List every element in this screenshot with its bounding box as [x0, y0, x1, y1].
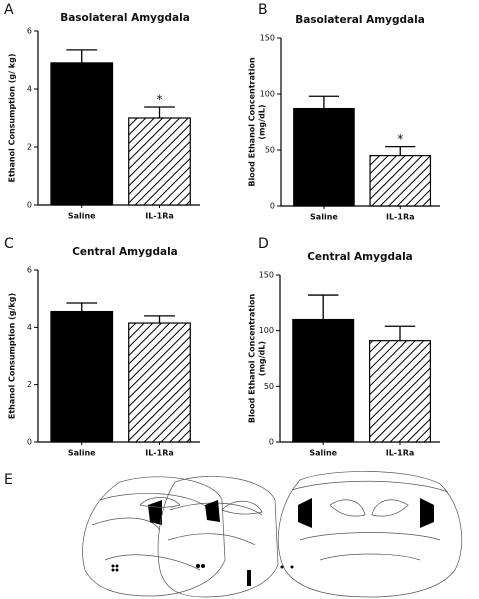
- y-axis-label: Blood Ethanol Concentration: [248, 57, 257, 187]
- y-tick-label: 50: [265, 146, 275, 155]
- significance-label: *: [397, 132, 403, 146]
- y-tick-label: 50: [264, 382, 274, 391]
- y-tick-label: 4: [27, 85, 32, 94]
- y-tick-label: 0: [270, 202, 275, 211]
- panel-label: D: [258, 236, 269, 252]
- y-tick-label: 0: [27, 438, 32, 447]
- brain-sections: [82, 471, 463, 598]
- y-axis-label: Blood Ethanol Concentration: [248, 294, 257, 424]
- bar: [50, 62, 114, 206]
- y-tick-label: 6: [27, 266, 32, 275]
- y-axis-label: (mg/dL): [258, 341, 267, 376]
- y-axis-label: Ethanol Consumption (g/kg): [8, 293, 17, 419]
- bar: [50, 310, 114, 443]
- chart-title: Basolateral Amygdala: [295, 14, 425, 26]
- bar: [369, 340, 432, 443]
- chart-title: Central Amygdala: [72, 246, 178, 258]
- y-axis-label: Ethanol Consumption (g/ kg): [8, 53, 17, 182]
- bar: [128, 117, 191, 206]
- x-tick-label: Saline: [68, 449, 96, 458]
- panel-label: B: [258, 2, 268, 18]
- x-tick-label: IL-1Ra: [145, 449, 174, 458]
- chart-title: Central Amygdala: [307, 251, 413, 263]
- bar: [128, 322, 191, 443]
- y-tick-label: 100: [259, 326, 274, 335]
- y-tick-label: 100: [260, 90, 275, 99]
- y-axis-label: (mg/dL): [258, 104, 267, 139]
- panel-label: E: [4, 472, 13, 488]
- panel-label: A: [4, 2, 14, 18]
- y-tick-label: 2: [27, 143, 32, 152]
- panel-label: C: [4, 236, 14, 252]
- y-tick-label: 150: [260, 34, 275, 43]
- x-tick-label: Saline: [68, 212, 96, 221]
- y-tick-label: 150: [259, 271, 274, 280]
- y-tick-label: 2: [27, 380, 32, 389]
- x-tick-label: IL-1Ra: [386, 449, 415, 458]
- chart-title: Basolateral Amygdala: [60, 12, 190, 24]
- x-tick-label: IL-1Ra: [145, 212, 174, 221]
- significance-label: *: [157, 92, 163, 106]
- x-tick-label: Saline: [309, 449, 337, 458]
- y-tick-label: 0: [269, 438, 274, 447]
- y-tick-label: 6: [27, 27, 32, 36]
- x-tick-label: Saline: [310, 213, 338, 222]
- y-tick-label: 4: [27, 323, 32, 332]
- bar: [369, 155, 432, 207]
- bar: [293, 107, 355, 207]
- y-tick-label: 0: [27, 201, 32, 210]
- bar: [292, 318, 355, 443]
- x-tick-label: IL-1Ra: [386, 213, 415, 222]
